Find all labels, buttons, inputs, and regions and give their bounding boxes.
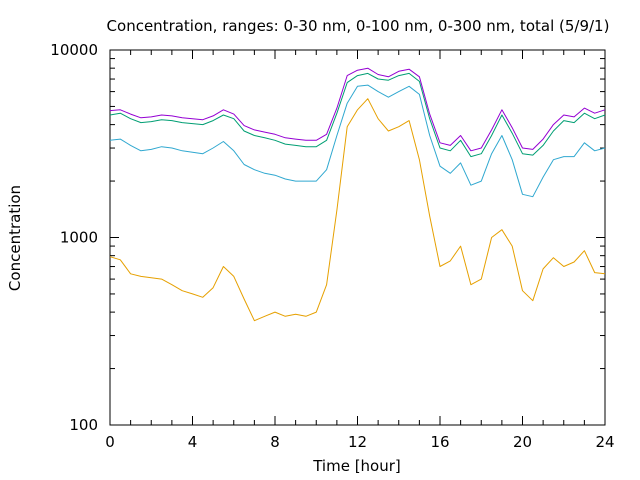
- y-tick-label: 100: [69, 416, 98, 434]
- x-tick-labels: 0 4 8 12 16 20 24: [105, 433, 614, 451]
- plot-frame: [109, 49, 606, 426]
- x-tick-label: 0: [105, 433, 115, 451]
- x-minor-ticks: [130, 50, 585, 425]
- y-tick-label: 1000: [60, 229, 98, 247]
- x-tick-label: 16: [430, 433, 449, 451]
- x-axis-label: Time [hour]: [312, 457, 401, 475]
- series-line-4: [109, 67, 606, 152]
- y-minor-ticks: [110, 58, 605, 370]
- series-line-1: [109, 98, 606, 322]
- x-tick-label: 12: [348, 433, 367, 451]
- x-tick-label: 20: [513, 433, 532, 451]
- series-line-3: [109, 72, 606, 158]
- x-major-ticks: [109, 50, 606, 425]
- y-axis-label: Concentration: [6, 185, 24, 291]
- x-tick-label: 8: [270, 433, 280, 451]
- chart-title: Concentration, ranges: 0-30 nm, 0-100 nm…: [107, 17, 610, 35]
- y-tick-label: 10000: [50, 41, 98, 59]
- series-layer: [109, 67, 606, 322]
- y-tick-labels: 100 1000 10000: [50, 41, 98, 434]
- x-tick-label: 4: [188, 433, 198, 451]
- series-line-2: [109, 84, 606, 198]
- y-major-ticks: [110, 49, 605, 426]
- x-tick-label: 24: [595, 433, 614, 451]
